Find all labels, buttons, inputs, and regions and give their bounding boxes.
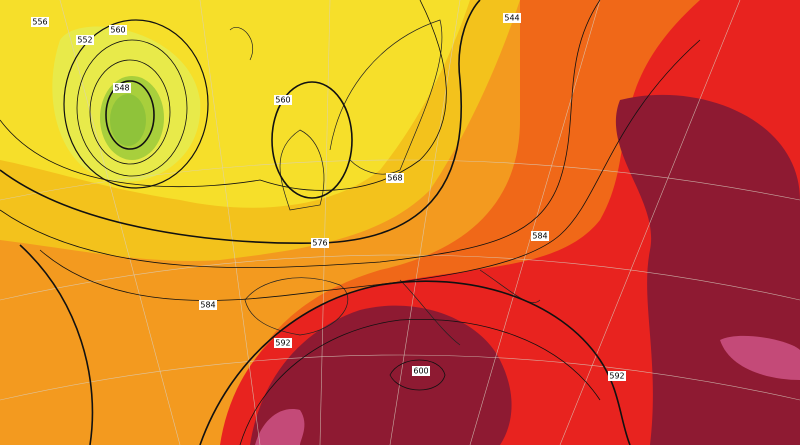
contour-label: 600: [412, 366, 430, 376]
contour-label: 592: [274, 338, 292, 348]
contour-label: 548: [113, 83, 131, 93]
label-text: 584: [532, 232, 547, 241]
label-box: [109, 25, 127, 35]
contour-label: 584: [531, 231, 549, 241]
label-box: [608, 371, 626, 381]
label-text: 552: [77, 36, 92, 45]
label-text: 592: [609, 372, 624, 381]
label-box: [386, 173, 404, 183]
contours: [0, 0, 701, 445]
label-text: 600: [413, 367, 428, 376]
field-maroon-south: [250, 305, 512, 445]
label-box: [199, 300, 217, 310]
label-text: 592: [275, 339, 290, 348]
label-text: 560: [110, 26, 125, 35]
label-box: [274, 95, 292, 105]
contour-label: 552: [76, 35, 94, 45]
contour-labels: 556 560 552 548 560 568 576 584 584 592 600 592 544: [31, 13, 626, 381]
label-box: [503, 13, 521, 23]
contour-label: 556: [31, 17, 49, 27]
contour-label: 560: [109, 25, 127, 35]
label-text: 556: [32, 18, 47, 27]
contour-label: 592: [608, 371, 626, 381]
label-text: 576: [312, 239, 327, 248]
label-box: [31, 17, 49, 27]
label-box: [412, 366, 430, 376]
coastlines: [229, 19, 541, 346]
field-pink-east: [720, 335, 800, 380]
label-box: [311, 238, 329, 248]
contour-label: 584: [199, 300, 217, 310]
contour-label: 560: [274, 95, 292, 105]
contour-label: 568: [386, 173, 404, 183]
label-text: 548: [114, 84, 129, 93]
label-text: 544: [504, 14, 519, 23]
label-box: [531, 231, 549, 241]
label-text: 584: [200, 301, 215, 310]
contour-label: 544: [503, 13, 521, 23]
field-green-core: [110, 94, 146, 146]
label-box: [76, 35, 94, 45]
label-text: 568: [387, 174, 402, 183]
label-text: 560: [275, 96, 290, 105]
label-box: [274, 338, 292, 348]
field-pink: [255, 409, 305, 445]
label-box: [113, 83, 131, 93]
contour-label: 576: [311, 238, 329, 248]
